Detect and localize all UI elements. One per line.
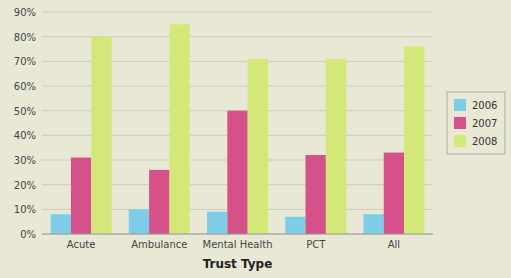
y-tick-label: 40% — [14, 130, 36, 141]
x-tick-label: All — [388, 239, 400, 250]
chart-container: 0% 10% 20% 30% 40% 50% 60% 70% 80% 90% Acute Ambula… — [0, 0, 511, 278]
bar — [169, 24, 189, 234]
grid-line — [42, 234, 433, 235]
y-tick-label: 60% — [14, 81, 36, 92]
bar — [51, 214, 71, 234]
bar — [207, 212, 227, 234]
bar — [326, 59, 346, 234]
legend-label: 2008 — [472, 136, 497, 147]
bar — [227, 111, 247, 234]
y-tick-label: 90% — [14, 7, 36, 18]
x-tick-label: Ambulance — [131, 239, 187, 250]
legend-swatch — [454, 135, 466, 147]
bar — [306, 155, 326, 234]
bar — [71, 158, 91, 234]
x-tick-label: Mental Health — [203, 239, 273, 250]
grid — [42, 12, 433, 234]
bar — [248, 59, 268, 234]
y-tick-label: 50% — [14, 106, 36, 117]
bar — [129, 209, 149, 234]
x-axis-line — [42, 234, 433, 235]
chart-svg: 0% 10% 20% 30% 40% 50% 60% 70% 80% 90% Acute Ambula… — [0, 0, 511, 278]
bar — [285, 217, 305, 234]
x-axis-label: Trust Type — [203, 257, 273, 271]
bar — [149, 170, 169, 234]
y-tick-label: 10% — [14, 204, 36, 215]
bar — [404, 47, 424, 234]
bar — [91, 37, 111, 234]
grid-line — [42, 12, 433, 13]
y-tick-label: 0% — [20, 229, 36, 240]
bars — [51, 24, 425, 234]
y-tick-label: 80% — [14, 32, 36, 43]
y-tick-label: 20% — [14, 180, 36, 191]
legend-frame — [447, 92, 505, 154]
legend-swatch — [454, 117, 466, 129]
legend-label: 2007 — [472, 118, 497, 129]
bar — [384, 153, 404, 234]
y-tick-label: 30% — [14, 155, 36, 166]
y-tick-label: 70% — [14, 56, 36, 67]
bar — [363, 214, 383, 234]
legend-swatch — [454, 99, 466, 111]
x-tick-label: Acute — [67, 239, 96, 250]
x-tick-label: PCT — [306, 239, 326, 250]
legend: 2006 2007 2008 — [447, 92, 505, 154]
legend-label: 2006 — [472, 100, 497, 111]
